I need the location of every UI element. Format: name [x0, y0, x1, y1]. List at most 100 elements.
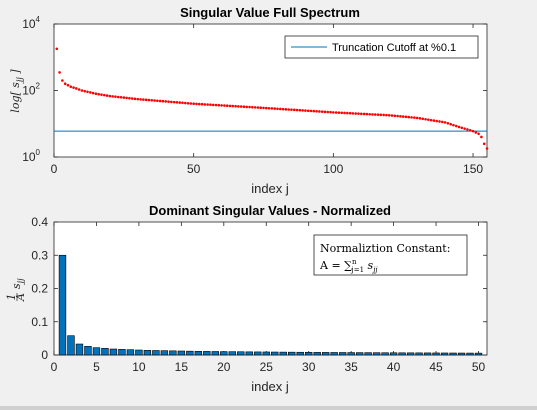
normalized-xtick-label: 10 — [132, 360, 146, 374]
normalized-bar — [424, 353, 431, 355]
normalized-bar — [246, 352, 253, 355]
normalized-xtick-label: 45 — [429, 360, 443, 374]
normalized-bar — [339, 353, 346, 355]
spectrum-point — [187, 102, 190, 105]
spectrum-point — [394, 114, 397, 117]
spectrum-point — [251, 106, 254, 109]
spectrum-point — [128, 97, 131, 100]
spectrum-point — [176, 101, 179, 104]
normalized-xlabel: index j — [251, 379, 289, 394]
spectrum-point — [237, 105, 240, 108]
spectrum-point — [218, 104, 221, 107]
spectrum-point — [366, 113, 369, 116]
spectrum-point — [396, 115, 399, 118]
normalized-ytick-label: 0 — [41, 348, 48, 362]
normalized-ytick-label: 0.1 — [31, 315, 48, 329]
spectrum-point — [455, 125, 458, 128]
spectrum-point — [114, 95, 117, 98]
spectrum-point — [352, 112, 355, 115]
spectrum-point — [290, 108, 293, 111]
spectrum-xlabel: index j — [251, 181, 289, 196]
spectrum-point — [340, 111, 343, 114]
spectrum-point — [134, 98, 137, 101]
normalized-bar — [186, 351, 193, 355]
spectrum-point — [449, 123, 452, 126]
spectrum-point — [164, 100, 167, 103]
spectrum-point — [243, 105, 246, 108]
spectrum-point — [276, 107, 279, 110]
normalized-bar — [467, 353, 474, 355]
normalized-bar — [237, 352, 244, 355]
spectrum-point — [377, 113, 380, 116]
spectrum-point — [131, 97, 134, 100]
spectrum-point — [181, 102, 184, 105]
normalized-bar — [365, 353, 372, 355]
spectrum-legend: Truncation Cutoff at %0.1 — [285, 36, 478, 58]
normalized-bar — [178, 351, 185, 355]
spectrum-point — [469, 129, 472, 132]
spectrum-point — [419, 117, 422, 120]
spectrum-point — [97, 93, 100, 96]
normalized-xtick-label: 30 — [302, 360, 316, 374]
spectrum-point — [435, 120, 438, 123]
spectrum-point — [198, 103, 201, 106]
svg-text:A: A — [14, 293, 27, 302]
spectrum-point — [335, 111, 338, 114]
spectrum-point — [95, 92, 98, 95]
normalized-bar — [203, 351, 210, 355]
normalized-bar — [322, 352, 329, 355]
spectrum-point — [313, 110, 316, 113]
spectrum-point — [486, 147, 489, 150]
spectrum-point — [433, 119, 436, 122]
normalized-bar — [458, 353, 465, 355]
normalized-bar — [305, 352, 312, 355]
spectrum-point — [229, 105, 232, 108]
spectrum-point — [318, 110, 321, 113]
spectrum-point — [452, 124, 455, 127]
spectrum-point — [463, 127, 466, 130]
spectrum-point — [480, 136, 483, 139]
spectrum-point — [416, 117, 419, 120]
spectrum-point — [145, 99, 148, 102]
spectrum-point — [287, 108, 290, 111]
spectrum-point — [282, 108, 285, 111]
normalized-bar — [59, 255, 66, 355]
spectrum-point — [190, 102, 193, 105]
spectrum-point — [301, 109, 304, 112]
normalized-bar — [399, 353, 406, 355]
normalized-bar — [254, 352, 261, 355]
spectrum-point — [142, 98, 145, 101]
normalized-xtick-label: 5 — [93, 360, 100, 374]
normalized-bar — [152, 351, 159, 355]
normalized-xtick-label: 50 — [472, 360, 486, 374]
normalized-xtick-label: 20 — [217, 360, 231, 374]
spectrum-point — [343, 112, 346, 115]
normalized-title: Dominant Singular Values - Normalized — [149, 203, 391, 218]
normalized-bar — [373, 353, 380, 355]
spectrum-point — [444, 121, 447, 124]
normalized-bar — [331, 352, 338, 355]
normalized-bar — [356, 353, 363, 355]
spectrum-point — [326, 111, 329, 114]
spectrum-point — [67, 84, 70, 87]
normalized-bar — [220, 352, 227, 355]
spectrum-point — [382, 114, 385, 117]
spectrum-point — [402, 115, 405, 118]
annotation-line1: Normaliztion Constant: — [320, 242, 450, 255]
spectrum-point — [137, 98, 140, 101]
spectrum-point — [477, 132, 480, 135]
spectrum-point — [385, 114, 388, 117]
normalized-ytick-label: 0.4 — [31, 215, 48, 229]
spectrum-point — [321, 110, 324, 113]
spectrum-point — [212, 104, 215, 107]
normalized-bar — [229, 352, 236, 355]
spectrum-point — [150, 99, 153, 102]
normalized-bar — [169, 351, 176, 355]
spectrum-point — [332, 111, 335, 114]
spectrum-point — [259, 106, 262, 109]
normalization-annotation: Normaliztion Constant: A = ∑n j=1 sjj — [314, 235, 467, 275]
normalized-bar — [390, 353, 397, 355]
spectrum-xtick-label: 100 — [323, 162, 343, 176]
spectrum-title: Singular Value Full Spectrum — [180, 5, 360, 20]
spectrum-point — [360, 113, 363, 116]
